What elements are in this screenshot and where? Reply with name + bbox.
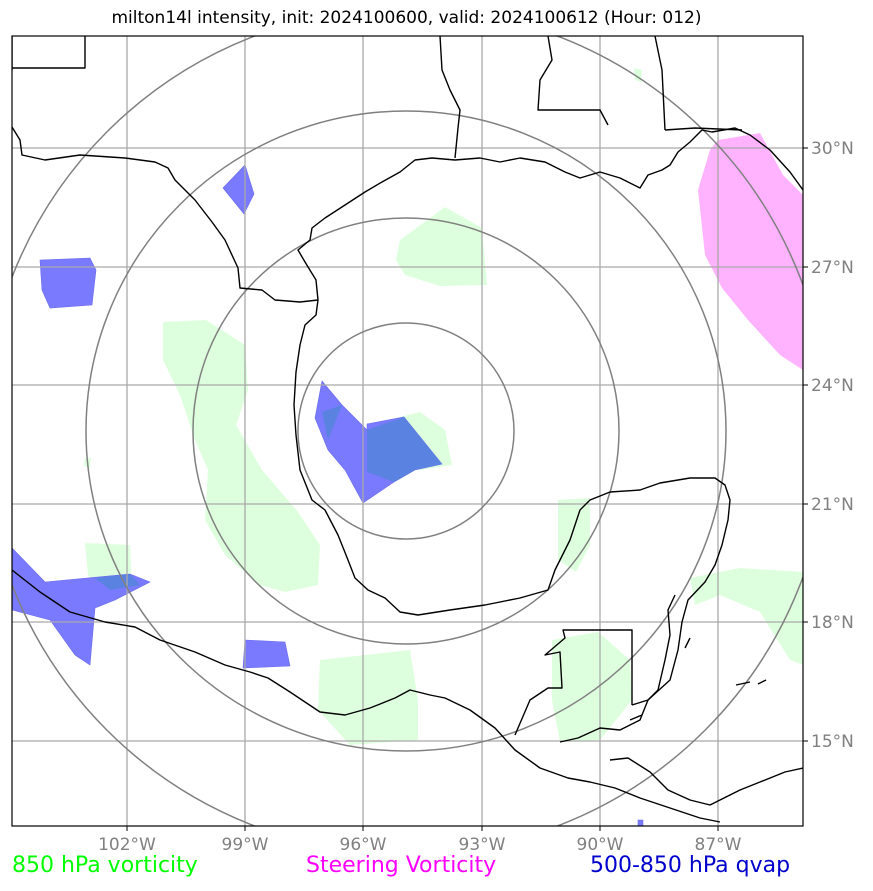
lon-tick-label: 96°W (340, 835, 387, 855)
lon-tick-label: 93°W (459, 835, 506, 855)
legend-qvap: 500-850 hPa qvap (590, 853, 791, 878)
lon-tick-label: 102°W (98, 835, 156, 855)
island-3 (684, 637, 691, 649)
vorticity-850-areas (84, 68, 803, 745)
state-border-al (654, 36, 666, 131)
graticule (12, 36, 803, 826)
mexico-guatemala-border (514, 629, 633, 736)
vorticity-area-guatemala (552, 632, 632, 742)
lat-tick-label: 21°N (811, 495, 854, 515)
lat-tick-label: 24°N (811, 376, 854, 396)
lat-tick-label: 18°N (811, 613, 854, 633)
map-frame (11, 35, 804, 827)
qvap-overlap-tints (95, 405, 442, 590)
island-2 (757, 679, 767, 685)
qvap-area-southeast-sliver (637, 819, 644, 826)
state-border-ms (537, 36, 609, 126)
vorticity-area-central-west (163, 320, 320, 592)
range-ring-1 (297, 322, 515, 540)
range-rings (12, 36, 803, 826)
southern-mexico-coast (12, 569, 721, 823)
lat-tick-label: 15°N (811, 732, 854, 752)
lat-tick-marks (803, 147, 808, 742)
state-border-la (439, 36, 461, 159)
lat-tick-label: 30°N (811, 139, 854, 159)
qvap-area-south (242, 639, 291, 669)
map-title: milton14l intensity, init: 2024100600, v… (111, 8, 702, 28)
qvap-area-mexico-north (39, 257, 97, 309)
us-mexico-border (12, 36, 86, 69)
qvap-areas (12, 164, 644, 826)
lon-tick-label: 90°W (577, 835, 624, 855)
gulf-coast-north (12, 126, 803, 303)
legend-vorticity-850: 850 hPa vorticity (12, 853, 198, 878)
vorticity-area-north-gulf (396, 207, 487, 286)
belize-coast (631, 594, 676, 706)
lon-tick-label: 87°W (695, 835, 742, 855)
vorticity-area-south (318, 650, 418, 745)
vorticity-area-yucatan-west (558, 498, 590, 572)
texas-coast (293, 299, 731, 743)
steering-area-northeast (698, 133, 803, 370)
coastlines (12, 36, 803, 823)
qvap-area-north-texas (222, 164, 255, 215)
island-1 (735, 681, 751, 686)
legend-steering-vorticity: Steering Vorticity (306, 853, 497, 878)
state-border-fl (664, 127, 743, 131)
range-ring-3 (85, 110, 727, 752)
central-america-coast (609, 757, 803, 806)
lat-tick-label: 27°N (811, 258, 854, 278)
island-4 (629, 714, 643, 721)
range-ring-2 (192, 217, 620, 645)
steering-vorticity-areas (698, 133, 803, 370)
lon-tick-label: 99°W (222, 835, 269, 855)
lon-tick-marks (126, 826, 719, 831)
